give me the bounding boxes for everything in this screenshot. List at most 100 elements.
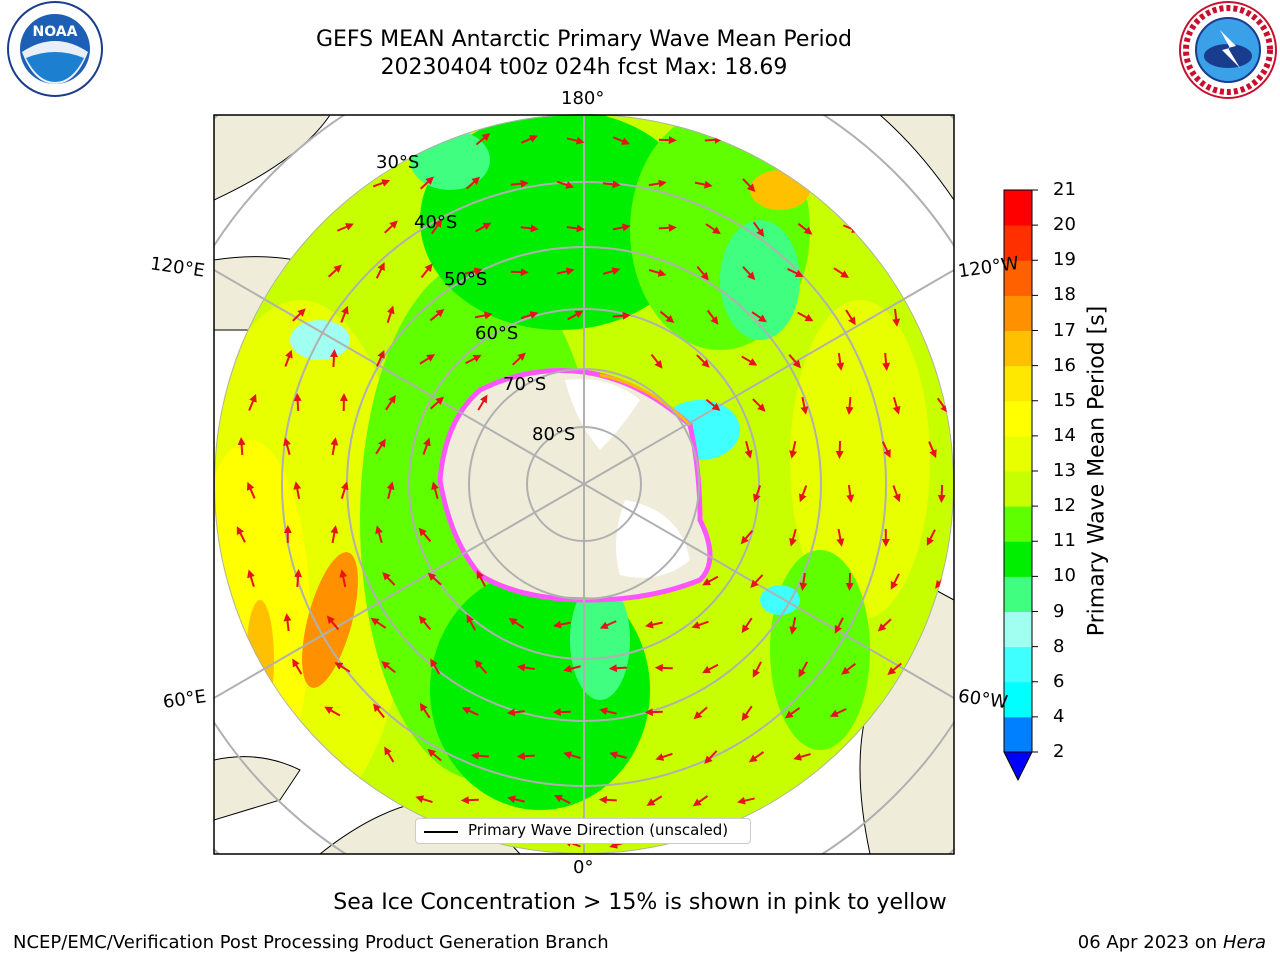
wave-direction-arrow bbox=[799, 572, 808, 591]
wave-direction-arrow bbox=[381, 661, 396, 674]
wave-direction-arrow bbox=[744, 440, 753, 459]
wave-direction-arrow bbox=[789, 440, 798, 459]
colorbar-segment bbox=[1004, 190, 1032, 226]
wave-direction-arrow bbox=[892, 485, 901, 503]
colorbar-tick-label: 12 bbox=[1053, 495, 1076, 517]
colorbar-extend-min bbox=[1003, 751, 1033, 782]
wave-direction-arrow bbox=[506, 708, 525, 717]
wave-direction-arrow bbox=[797, 311, 814, 322]
wave-direction-arrow bbox=[375, 438, 386, 455]
wave-direction-arrow bbox=[339, 569, 348, 588]
wave-direction-arrow bbox=[788, 354, 802, 369]
wave-direction-arrow bbox=[461, 707, 479, 716]
wave-direction-arrow bbox=[748, 751, 765, 763]
colorbar-segment bbox=[1004, 541, 1032, 577]
wave-direction-arrow bbox=[418, 527, 432, 542]
wave-direction-arrow bbox=[741, 705, 753, 722]
wave-direction-arrow bbox=[753, 485, 762, 503]
wave-direction-arrow bbox=[887, 662, 902, 676]
lon-label-0: 0° bbox=[573, 857, 594, 878]
wave-direction-arrow bbox=[464, 267, 483, 276]
wave-direction-arrow bbox=[475, 222, 492, 233]
noaa-logo-icon: NOAA bbox=[7, 1, 103, 97]
colorbar-segment bbox=[1004, 260, 1032, 296]
wave-direction-arrow bbox=[477, 394, 488, 411]
wave-direction-arrow bbox=[283, 437, 291, 456]
colorbar-segment bbox=[1004, 400, 1032, 437]
wave-direction-arrow bbox=[465, 176, 481, 190]
colorbar-segment bbox=[1004, 471, 1032, 507]
wave-direction-arrow bbox=[375, 262, 385, 279]
lat-label-50s: 50°S bbox=[444, 269, 488, 290]
wave-direction-arrow bbox=[372, 179, 391, 188]
wave-direction-arrow bbox=[836, 528, 845, 547]
colorbar bbox=[1003, 189, 1038, 782]
wave-direction-arrow bbox=[784, 707, 801, 719]
lat-label-30s: 30°S bbox=[376, 152, 420, 173]
colorbar-tick-label: 19 bbox=[1053, 249, 1076, 271]
wave-direction-arrow bbox=[292, 658, 303, 675]
wave-direction-arrow bbox=[706, 309, 719, 325]
lat-label-60s: 60°S bbox=[475, 323, 519, 344]
wave-direction-arrow bbox=[246, 481, 256, 499]
wave-direction-arrow bbox=[336, 223, 354, 232]
wave-direction-arrow bbox=[386, 481, 395, 500]
colorbar-segment bbox=[1004, 611, 1032, 648]
wave-direction-arrow bbox=[892, 308, 901, 327]
wave-direction-arrow bbox=[892, 396, 901, 415]
wave-direction-arrow bbox=[937, 484, 946, 503]
footer-date: 06 Apr 2023 on Hera bbox=[1078, 932, 1266, 953]
wave-direction-arrow bbox=[598, 795, 617, 804]
wave-direction-arrow bbox=[797, 222, 813, 235]
lat-label-40s: 40°S bbox=[414, 212, 458, 233]
wave-direction-arrow bbox=[419, 176, 434, 190]
colorbar-tick-label: 10 bbox=[1053, 565, 1076, 587]
colorbar-segment bbox=[1004, 365, 1032, 402]
wave-direction-arrow bbox=[612, 136, 630, 145]
wave-direction-arrow bbox=[752, 221, 765, 237]
colorbar-tick-label: 18 bbox=[1053, 284, 1076, 306]
wave-direction-arrow bbox=[460, 796, 479, 805]
wave-direction-arrow bbox=[474, 311, 493, 320]
colorbar-tick-label: 13 bbox=[1053, 460, 1076, 481]
wave-direction-arrow bbox=[427, 572, 442, 586]
wave-direction-arrow bbox=[834, 617, 844, 634]
map-legend: Primary Wave Direction (unscaled) bbox=[415, 818, 751, 844]
wave-direction-arrow bbox=[645, 620, 663, 629]
wave-direction-arrow bbox=[283, 613, 292, 632]
footer-host: Hera bbox=[1222, 932, 1266, 953]
wave-direction-arrow bbox=[556, 180, 575, 189]
wave-direction-arrow bbox=[655, 752, 673, 761]
wave-direction-arrow bbox=[789, 528, 797, 547]
wave-direction-arrow bbox=[430, 658, 441, 675]
colorbar-tick-label: 6 bbox=[1053, 670, 1065, 692]
wave-direction-arrow bbox=[798, 661, 809, 678]
wave-direction-arrow bbox=[420, 263, 433, 279]
wave-direction-arrow bbox=[294, 569, 303, 588]
wave-direction-arrow bbox=[328, 264, 342, 278]
wave-direction-arrow bbox=[556, 267, 575, 276]
wave-direction-arrow bbox=[750, 574, 764, 589]
wave-direction-arrow bbox=[324, 706, 341, 717]
sea-ice-edge-yellow bbox=[599, 373, 692, 427]
wave-direction-arrow bbox=[693, 706, 708, 720]
wave-direction-arrow bbox=[465, 354, 482, 365]
wave-direction-arrow bbox=[475, 132, 491, 146]
wave-direction-arrow bbox=[835, 440, 844, 459]
wave-direction-arrows bbox=[236, 132, 949, 849]
wave-direction-arrow bbox=[704, 750, 718, 764]
wave-direction-arrow bbox=[608, 664, 627, 673]
wave-direction-arrow bbox=[845, 309, 856, 326]
wave-direction-arrow bbox=[702, 663, 719, 674]
colorbar-tick-label: 16 bbox=[1053, 354, 1076, 376]
colorbar-tick-label: 4 bbox=[1053, 705, 1065, 727]
footer-date-text: 06 Apr 2023 on bbox=[1077, 932, 1223, 953]
wave-direction-arrow bbox=[742, 178, 756, 193]
wave-direction-arrow bbox=[696, 354, 710, 368]
colorbar-tick-label: 15 bbox=[1053, 389, 1076, 411]
legend-line-sample bbox=[424, 831, 458, 833]
wave-direction-arrow bbox=[237, 437, 246, 456]
colorbar-segment bbox=[1004, 295, 1032, 331]
wave-direction-arrow bbox=[654, 663, 673, 672]
wave-direction-arrow bbox=[691, 620, 709, 629]
